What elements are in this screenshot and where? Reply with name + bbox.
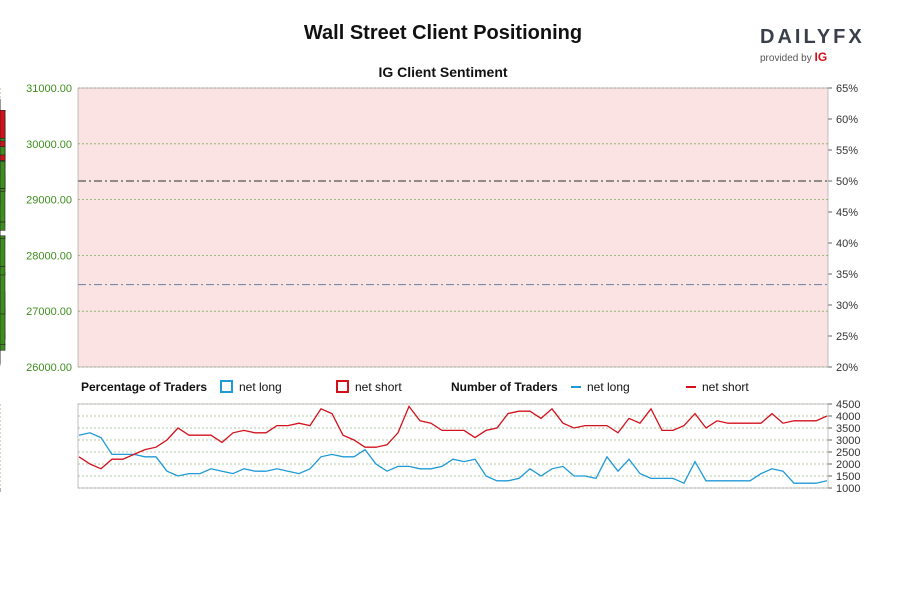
price-tick-label: 31000.00 xyxy=(26,83,72,95)
legend-pct-long: net long xyxy=(220,380,282,394)
provided-by-label: provided by xyxy=(760,53,812,64)
count-tick-label: 2500 xyxy=(836,447,860,459)
candle-body xyxy=(0,160,6,163)
candle-body xyxy=(0,110,6,139)
short-area-fill xyxy=(78,88,828,367)
legend-num-long-swatch xyxy=(571,386,581,388)
provider-label: IG xyxy=(814,50,828,64)
count-tick-label: 4000 xyxy=(836,411,860,423)
candle-body xyxy=(0,271,6,315)
legend-pct-long-label: net long xyxy=(239,380,282,394)
chart-title: Wall Street Client Positioning xyxy=(303,22,583,44)
upper-frame xyxy=(77,87,829,368)
candle-body xyxy=(0,146,6,156)
legend-num-short: net short xyxy=(686,380,749,394)
lower-frame xyxy=(77,403,829,489)
count-tick-label: 4500 xyxy=(836,399,860,411)
chart-subtitle: IG Client Sentiment xyxy=(378,64,508,80)
pct-tick-label: 40% xyxy=(836,238,858,250)
pct-tick-label: 25% xyxy=(836,331,858,343)
price-tick-label: 28000.00 xyxy=(26,250,72,262)
count-tick-label: 1500 xyxy=(836,471,860,483)
legend-pct-long-swatch xyxy=(220,380,233,393)
legend-pct-short: net short xyxy=(336,380,402,394)
candle-body xyxy=(0,188,6,223)
legend-num-short-label: net short xyxy=(702,380,749,394)
legend-pct-title: Percentage of Traders xyxy=(81,380,207,394)
pct-tick-label: 60% xyxy=(836,114,858,126)
count-tick-label: 3500 xyxy=(836,423,860,435)
lower-panel-bg xyxy=(78,404,828,488)
candle-body xyxy=(0,221,6,231)
pct-tick-label: 45% xyxy=(836,207,858,219)
price-tick-label: 27000.00 xyxy=(26,306,72,318)
candle-body xyxy=(0,266,6,276)
count-tick-label: 2000 xyxy=(836,459,860,471)
candle-body xyxy=(0,235,6,239)
pct-tick-label: 35% xyxy=(836,269,858,281)
legend-pct-short-label: net short xyxy=(355,380,402,394)
price-tick-label: 29000.00 xyxy=(26,195,72,207)
count-tick-label: 3000 xyxy=(836,435,860,447)
legend-pct-short-swatch xyxy=(336,380,349,393)
num-long-line xyxy=(78,432,828,485)
candle-body xyxy=(0,235,6,267)
candle-body xyxy=(0,157,6,189)
pct-tick-label: 50% xyxy=(836,176,858,188)
pct-tick-label: 30% xyxy=(836,300,858,312)
legend-num-short-swatch xyxy=(686,386,696,388)
price-tick-label: 30000.00 xyxy=(26,139,72,151)
num-short-line xyxy=(78,405,828,470)
legend-num-long-label: net long xyxy=(587,380,630,394)
dailyfx-logo: DAILYFX provided by IG xyxy=(760,26,870,64)
legend-pct-title-text: Percentage of Traders xyxy=(81,380,208,394)
provided-by-text: provided by IG xyxy=(760,50,870,64)
legend-num-title: Number of Traders xyxy=(451,380,558,394)
pct-tick-label: 20% xyxy=(836,362,858,374)
legend-num-long: net long xyxy=(571,380,630,394)
brand-text: DAILYFX xyxy=(760,26,865,48)
pct-tick-label: 55% xyxy=(836,145,858,157)
count-tick-label: 1000 xyxy=(836,483,860,495)
legend-num-title-text: Number of Traders xyxy=(451,380,558,394)
pct-tick-label: 65% xyxy=(836,83,858,95)
price-tick-label: 26000.00 xyxy=(26,362,72,374)
candle-body xyxy=(0,137,6,142)
